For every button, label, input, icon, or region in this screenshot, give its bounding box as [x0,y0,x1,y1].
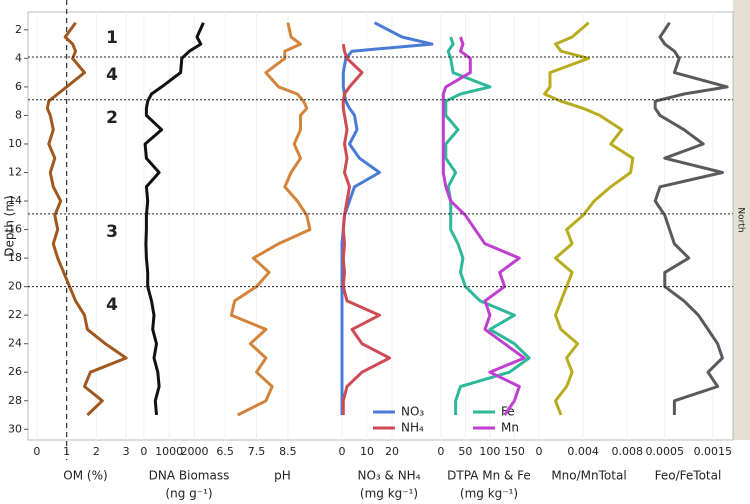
x-tick-label: 8.5 [279,445,297,458]
x-tick-label: 0 [33,445,40,458]
data-line [441,36,526,416]
x-axis-label: DTPA Mn & Fe [447,469,531,483]
x-tick-label: 0.004 [567,445,599,458]
data-line [653,21,729,415]
x-axis-label: pH [274,469,291,483]
y-tick-label: 10 [8,137,22,150]
x-tick-label: 0 [535,445,542,458]
zone-label: 1 [106,28,118,48]
y-tick-label: 8 [15,108,22,121]
y-tick-label: 24 [8,337,22,350]
y-tick-label: 20 [8,280,22,293]
plot-frame [27,11,734,441]
x-tick-label: 10 [360,445,374,458]
data-line [444,36,531,415]
x-tick-label: 50 [458,445,472,458]
data-line [143,22,205,416]
x-axis-label: Mno/MnTotal [551,469,626,483]
strip [733,0,750,440]
x-tick-label: 0 [339,445,346,458]
x-tick-label: 20 [385,445,399,458]
zone-label: 4 [106,295,118,315]
x-tick-label: 0.008 [612,445,644,458]
x-axis-label: (mg kg⁻¹) [460,487,518,501]
y-tick-label: 6 [15,80,22,93]
data-line [45,21,128,417]
data-line [543,21,635,416]
zone-label: 2 [106,108,118,128]
x-tick-label: 100 [479,445,500,458]
y-tick-label: 22 [8,308,22,321]
zone-label: 4 [106,65,118,85]
x-tick-label: 0.0005 [646,445,685,458]
data-line [341,43,391,415]
x-tick-label: 6.5 [216,445,234,458]
x-tick-label: 0 [140,445,147,458]
x-axis-label: NO₃ & NH₄ [357,469,420,483]
x-tick-label: 3 [123,445,130,458]
y-tick-label: 16 [8,223,22,236]
x-tick-label: 2000 [180,445,208,458]
legend-label: Mn [501,421,519,435]
y-tick-label: 2 [15,23,22,36]
x-tick-label: 150 [504,445,525,458]
x-tick-label: 0 [437,445,444,458]
y-tick-label: 28 [8,394,22,407]
legend-label: NH₄ [401,421,424,435]
x-tick-label: 0.0015 [694,445,733,458]
y-tick-label: 4 [15,51,22,64]
x-tick-label: 7.5 [248,445,266,458]
legend-label: NO₃ [401,405,424,419]
x-axis-label: Feo/FeTotal [655,469,722,483]
x-axis-label: (mg kg⁻¹) [360,487,418,501]
data-line [340,21,434,415]
y-tick-label: 18 [8,251,22,264]
x-tick-label: 1000 [155,445,183,458]
x-axis-label: OM (%) [63,469,107,483]
y-tick-label: 30 [8,422,22,435]
y-axis-label: Depth (m) [3,195,17,256]
x-axis-label: (ng g⁻¹) [165,487,212,501]
x-axis-label: DNA Biomass [149,469,230,483]
data-line [229,22,312,417]
x-tick-label: 2 [93,445,100,458]
zone-label: 3 [106,222,118,242]
strip-label: North [736,207,746,232]
y-tick-label: 26 [8,365,22,378]
y-tick-label: 14 [8,194,22,207]
y-tick-label: 12 [8,166,22,179]
